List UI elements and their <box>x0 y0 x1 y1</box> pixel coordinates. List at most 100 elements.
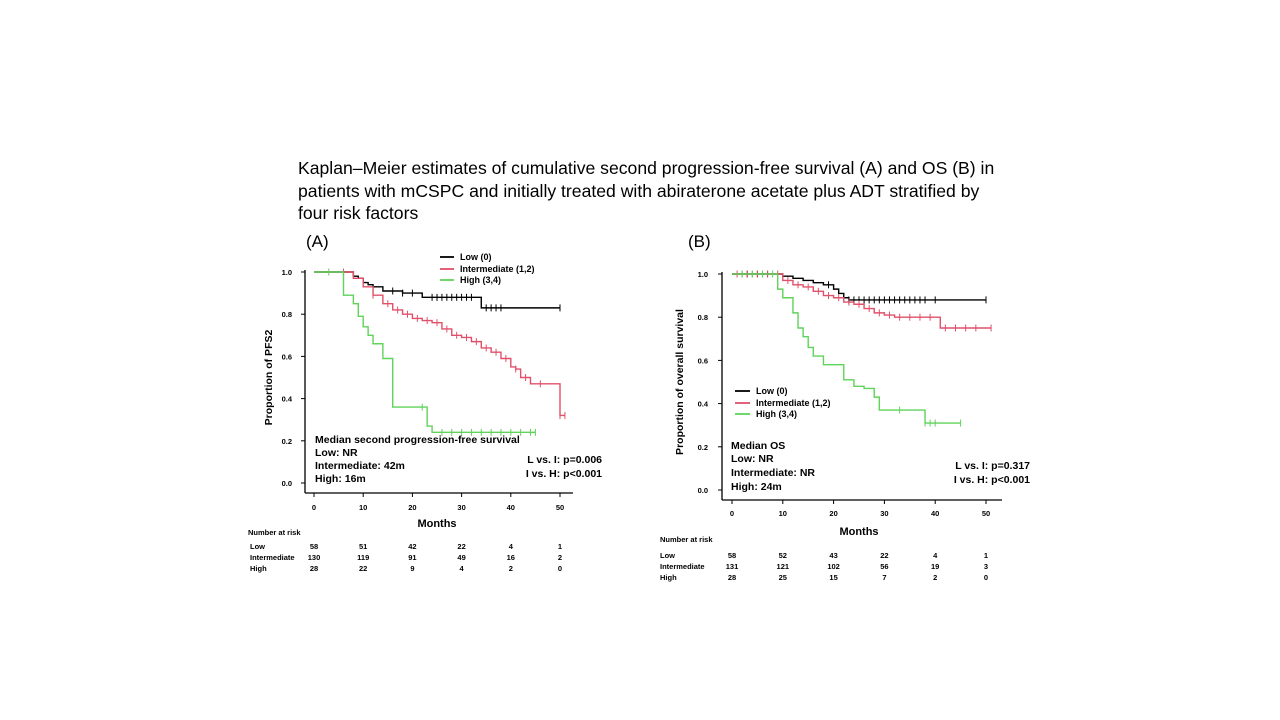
risk-cell: 51 <box>359 542 367 551</box>
risk-cell: 4 <box>460 564 465 573</box>
x-tick-label: 40 <box>931 509 939 518</box>
x-tick-label: 30 <box>457 503 465 512</box>
risk-cell: 19 <box>931 562 939 571</box>
risk-cell: 2 <box>509 564 513 573</box>
risk-cell: 28 <box>728 573 736 582</box>
y-tick-label: 0.6 <box>698 356 708 365</box>
risk-cell: 4 <box>509 542 514 551</box>
km-step-line <box>314 271 565 417</box>
risk-row-label: High <box>660 573 677 582</box>
y-tick-label: 0.8 <box>698 313 708 322</box>
median-annotation: High: 24m <box>731 481 782 493</box>
risk-row-label: Intermediate <box>250 553 295 562</box>
x-tick-label: 30 <box>880 509 888 518</box>
risk-cell: 121 <box>777 562 790 571</box>
legend: Low (0) Intermediate (1,2)High (3,4) <box>735 386 831 419</box>
risk-table-title: Number at risk <box>660 535 713 544</box>
risk-cell: 42 <box>408 542 416 551</box>
risk-cell: 16 <box>507 553 515 562</box>
caption-line-3: four risk factors <box>298 203 419 223</box>
risk-cell: 22 <box>880 551 888 560</box>
y-tick-label: 0.2 <box>698 443 708 452</box>
risk-table-title: Number at risk <box>248 528 301 537</box>
risk-row-label: Low <box>250 542 265 551</box>
risk-cell: 4 <box>933 551 938 560</box>
panel-label: (B) <box>688 232 711 251</box>
risk-cell: 56 <box>880 562 888 571</box>
series-high <box>732 270 962 427</box>
risk-cell: 2 <box>558 553 562 562</box>
p-value-low-vs-int: L vs. I: p=0.317 <box>955 460 1030 472</box>
y-tick-label: 0.4 <box>698 400 709 409</box>
risk-cell: 7 <box>882 573 886 582</box>
y-tick-label: 0.6 <box>282 352 292 361</box>
median-annotation: Intermediate: 42m <box>315 460 405 472</box>
y-tick-label: 1.0 <box>282 268 292 277</box>
panel-a: (A)0.00.20.40.60.81.00 10 20 30 40 50MonthsPr… <box>248 232 602 573</box>
risk-cell: 52 <box>779 551 787 560</box>
risk-cell: 22 <box>457 542 465 551</box>
y-tick-label: 0.0 <box>282 479 292 488</box>
risk-cell: 28 <box>310 564 318 573</box>
risk-cell: 49 <box>457 553 465 562</box>
caption-line-2: patients with mCSPC and initially treate… <box>298 180 980 201</box>
x-tick-label: 10 <box>359 503 367 512</box>
risk-cell: 43 <box>829 551 837 560</box>
risk-cell: 102 <box>827 562 840 571</box>
risk-table: Number at risk Low 58 52 43 22 4 1 Intermediate 1… <box>660 535 988 582</box>
risk-cell: 0 <box>558 564 562 573</box>
risk-cell: 58 <box>728 551 736 560</box>
risk-cell: 119 <box>357 553 369 562</box>
legend-entry: Intermediate (1,2) <box>756 398 831 408</box>
x-tick-label: 50 <box>982 509 990 518</box>
km-step-line <box>732 273 961 424</box>
series-intermediate <box>732 270 992 332</box>
risk-row-label: Intermediate <box>660 562 705 571</box>
risk-row-label: Low <box>660 551 675 560</box>
risk-cell: 1 <box>558 542 562 551</box>
x-tick-label: 10 <box>779 509 787 518</box>
risk-cell: 130 <box>308 553 321 562</box>
km-step-line <box>732 273 992 329</box>
legend-entry: Low (0) <box>756 386 788 396</box>
panel-b: (B)0.00.20.40.60.81.00 10 20 30 40 50MonthsPr… <box>660 232 1030 582</box>
y-tick-label: 1.0 <box>698 270 708 279</box>
median-annotation: Low: NR <box>315 447 358 459</box>
risk-cell: 25 <box>779 573 787 582</box>
median-annotation: Median second progression-free survival <box>315 434 520 446</box>
legend-entry: Intermediate (1,2) <box>460 264 535 274</box>
x-tick-label: 40 <box>507 503 515 512</box>
risk-cell: 2 <box>933 573 937 582</box>
legend-entry: High (3,4) <box>756 409 797 419</box>
x-tick-label: 20 <box>829 509 837 518</box>
caption-line-1: Kaplan–Meier estimates of cumulative sec… <box>298 158 995 178</box>
median-annotation: High: 16m <box>315 473 366 485</box>
risk-cell: 22 <box>359 564 367 573</box>
risk-cell: 131 <box>726 562 739 571</box>
risk-cell: 15 <box>829 573 837 582</box>
risk-cell: 1 <box>984 551 988 560</box>
y-axis-title: Proportion of overall survival <box>674 309 686 455</box>
km-step-line <box>732 273 986 301</box>
series-high <box>314 268 536 436</box>
km-step-line <box>314 271 560 309</box>
km-step-line <box>314 271 536 434</box>
y-tick-label: 0.4 <box>282 395 293 404</box>
legend-entry: High (3,4) <box>460 275 501 285</box>
median-annotation: Low: NR <box>731 453 774 465</box>
risk-row-label: High <box>250 564 267 573</box>
median-annotation: Intermediate: NR <box>731 467 815 479</box>
risk-cell: 0 <box>984 573 988 582</box>
y-axis-title: Proportion of PFS2 <box>263 330 275 426</box>
p-value-int-vs-high: I vs. H: p<0.001 <box>526 468 602 480</box>
risk-cell: 3 <box>984 562 988 571</box>
legend-entry: Low (0) <box>460 252 492 262</box>
y-tick-label: 0.8 <box>282 310 292 319</box>
y-tick-label: 0.2 <box>282 437 292 446</box>
x-tick-label: 50 <box>556 503 564 512</box>
series-intermediate <box>314 268 566 419</box>
p-value-low-vs-int: L vs. I: p=0.006 <box>527 454 602 466</box>
figure-caption: Kaplan–Meier estimates of cumulative sec… <box>298 157 1058 225</box>
x-tick-label: 0 <box>312 503 316 512</box>
